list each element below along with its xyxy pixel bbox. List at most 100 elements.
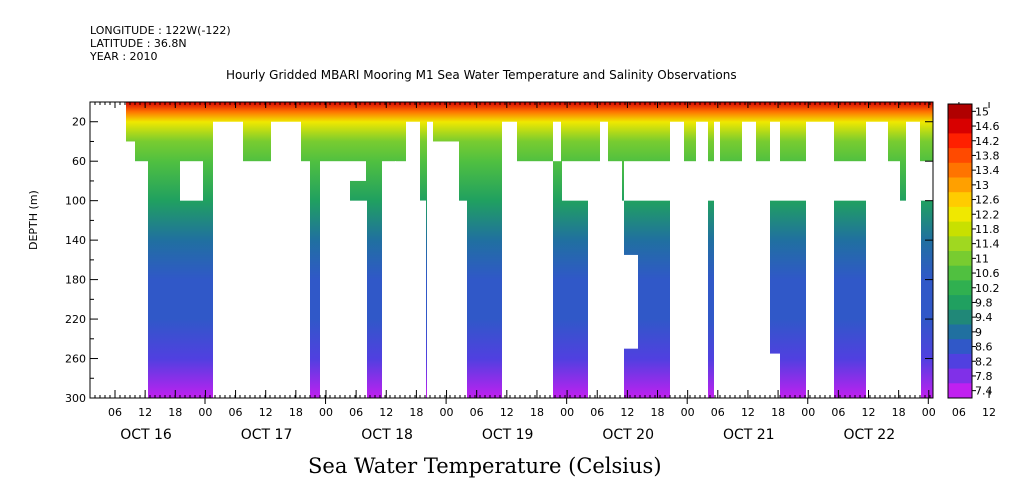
y-tick-label: 260 (65, 353, 86, 366)
y-tick-label: 220 (65, 313, 86, 326)
longitude-text: LONGITUDE : 122W(-122) (90, 24, 231, 37)
missing-data-block (213, 121, 243, 398)
colorbar-label: 7.8 (975, 370, 993, 383)
colorbar-swatch (948, 309, 972, 325)
missing-data-block (180, 161, 203, 201)
x-day-label: OCT 18 (361, 427, 413, 443)
colorbar-swatch (948, 280, 972, 296)
x-tick-label: 12 (620, 406, 634, 419)
x-tick-label: 12 (741, 406, 755, 419)
x-tick-label: 00 (681, 406, 695, 419)
colorbar-swatch (948, 192, 972, 208)
missing-data-block (406, 121, 420, 398)
missing-data-block (588, 161, 600, 398)
colorbar-swatch (948, 206, 972, 223)
colorbar-swatch (948, 265, 972, 281)
x-tick-label: 06 (590, 406, 604, 419)
y-tick-label: 300 (65, 392, 86, 405)
colorbar-label: 15 (975, 105, 989, 118)
x-day-label: OCT 22 (843, 427, 895, 443)
x-tick-label: 06 (108, 406, 122, 419)
year-text: YEAR : 2010 (90, 50, 158, 63)
x-tick-label: 18 (289, 406, 303, 419)
missing-data-block (502, 121, 517, 398)
x-tick-label: 18 (651, 406, 665, 419)
missing-data-block (684, 161, 696, 398)
colorbar-label: 11.8 (975, 223, 1000, 236)
missing-data-block (343, 200, 367, 398)
colorbar-swatch (948, 251, 972, 267)
x-tick-label: 06 (470, 406, 484, 419)
x-tick-label: 18 (892, 406, 906, 419)
x-tick-label: 12 (259, 406, 273, 419)
colorbar-label: 10.2 (975, 282, 1000, 295)
x-axis-label: Sea Water Temperature (Celsius) (308, 454, 662, 478)
y-tick-label: 100 (65, 195, 86, 208)
x-tick-label: 06 (711, 406, 725, 419)
colorbar-label: 11.4 (975, 238, 1000, 251)
missing-data-block (714, 121, 720, 398)
chart-title: Hourly Gridded MBARI Mooring M1 Sea Wate… (226, 68, 737, 82)
missing-data-block (900, 200, 906, 398)
x-day-label: OCT 19 (482, 427, 534, 443)
colorbar-swatch (948, 236, 972, 252)
x-tick-label: 06 (952, 406, 966, 419)
x-tick-label: 06 (229, 406, 243, 419)
x-day-label: OCT 16 (120, 427, 172, 443)
x-tick-label: 12 (138, 406, 152, 419)
colorbar-label: 14.2 (975, 135, 1000, 148)
colorbar-swatch (948, 104, 972, 120)
missing-data-block (770, 353, 780, 398)
missing-data-block (622, 254, 638, 349)
missing-data-block (720, 161, 742, 398)
x-tick-label: 18 (409, 406, 423, 419)
missing-data-block (517, 161, 553, 398)
y-tick-label: 140 (65, 234, 86, 247)
missing-data-block (708, 161, 714, 201)
x-day-label: OCT 17 (241, 427, 293, 443)
missing-data-block (135, 161, 148, 398)
colorbar-swatch (948, 324, 972, 340)
missing-data-block (243, 161, 271, 398)
missing-data-block (806, 121, 834, 398)
x-tick-label: 12 (500, 406, 514, 419)
x-day-label: OCT 20 (602, 427, 654, 443)
colorbar-label: 13.8 (975, 149, 1000, 162)
colorbar-label: 13 (975, 179, 989, 192)
colorbar-swatch (948, 368, 972, 384)
colorbar-swatch (948, 118, 972, 134)
x-tick-label: 00 (922, 406, 936, 419)
x-day-label: OCT 21 (723, 427, 775, 443)
missing-data-block (696, 121, 708, 398)
colorbar-label: 9.8 (975, 296, 993, 309)
colorbar-swatch (948, 148, 972, 164)
missing-data-block (888, 161, 900, 398)
colorbar-label: 11 (975, 252, 989, 265)
missing-data-block (906, 121, 920, 398)
colorbar-swatch (948, 383, 972, 399)
x-tick-label: 06 (349, 406, 363, 419)
missing-data-block (866, 121, 888, 398)
x-tick-label: 18 (530, 406, 544, 419)
colorbar-label: 10.6 (975, 267, 1000, 280)
missing-data-block (780, 161, 808, 201)
colorbar-swatch (948, 295, 972, 311)
colorbar-swatch (948, 177, 972, 193)
colorbar-label: 14.6 (975, 120, 1000, 133)
missing-data-block (834, 161, 868, 201)
missing-data-block (382, 161, 396, 398)
x-tick-label: 06 (831, 406, 845, 419)
colorbar-label: 7.4 (975, 385, 993, 398)
missing-data-block (756, 161, 770, 398)
colorbar-swatch (948, 339, 972, 355)
colorbar-swatch (948, 133, 972, 149)
colorbar-label: 9.4 (975, 311, 993, 324)
missing-data-block (395, 161, 406, 398)
x-tick-label: 00 (198, 406, 212, 419)
x-tick-label: 12 (982, 406, 996, 419)
x-tick-label: 00 (801, 406, 815, 419)
colorbar-swatch (948, 221, 972, 237)
x-tick-label: 00 (560, 406, 574, 419)
missing-data-block (553, 121, 561, 162)
latitude-text: LATITUDE : 36.8N (90, 37, 187, 50)
